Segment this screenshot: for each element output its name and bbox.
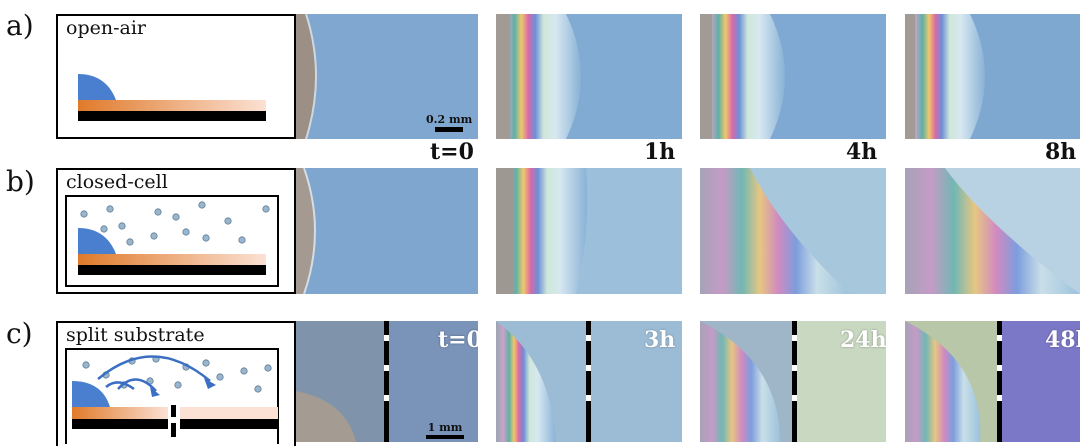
- scale-bar-label: 1 mm: [427, 421, 463, 434]
- condition-label: open-air: [66, 17, 146, 39]
- row-label-a: a): [6, 9, 34, 42]
- arrow-paths: [97, 355, 211, 392]
- schematic-split-substrate: split substrate: [56, 321, 296, 446]
- condition-label: split substrate: [66, 324, 205, 346]
- image-a-1h: [496, 14, 682, 139]
- film-layer: [78, 100, 266, 111]
- image-c-t0: t=0 1 mm: [296, 321, 478, 442]
- vapor-dots: [80, 201, 270, 246]
- image-a-4h: [700, 14, 886, 139]
- time-label-8h: 8h: [1045, 139, 1077, 165]
- image-c-3h: 3h: [496, 321, 682, 442]
- time-label-c-3h: 3h: [644, 327, 676, 353]
- row-label-c: c): [6, 317, 33, 350]
- image-a-8h: [905, 14, 1080, 139]
- condition-label: closed-cell: [66, 171, 168, 193]
- image-b-8h: [905, 168, 1080, 294]
- schematic-open-air: open-air: [56, 14, 296, 139]
- closed-cell-diagram: [65, 195, 279, 287]
- scale-bar: 0.2 mm: [426, 113, 472, 132]
- time-label-1h: 1h: [644, 139, 676, 165]
- time-label-t0: t=0: [430, 139, 474, 165]
- image-b-1h: [496, 168, 682, 294]
- time-label-c-24h: 24h: [840, 327, 886, 353]
- time-label-c-t0: t=0: [438, 327, 478, 353]
- droplet-shape: [78, 74, 116, 100]
- row-label-b: b): [6, 165, 35, 198]
- image-c-24h: 24h: [700, 321, 886, 442]
- schematic-closed-cell: closed-cell: [56, 168, 296, 294]
- image-b-t0: [296, 168, 478, 294]
- image-b-4h: [700, 168, 886, 294]
- split-substrate-diagram: [65, 348, 279, 444]
- arrow-heads: [150, 378, 216, 397]
- substrate-base: [78, 111, 266, 121]
- scale-bar-label: 0.2 mm: [426, 113, 473, 126]
- open-air-diagram: [78, 74, 266, 121]
- image-c-48h: 48h: [905, 321, 1080, 442]
- time-label-c-48h: 48h: [1045, 327, 1080, 353]
- image-a-t0: 0.2 mm: [296, 14, 478, 139]
- time-label-4h: 4h: [846, 139, 878, 165]
- scale-bar-c: 1 mm: [426, 421, 464, 439]
